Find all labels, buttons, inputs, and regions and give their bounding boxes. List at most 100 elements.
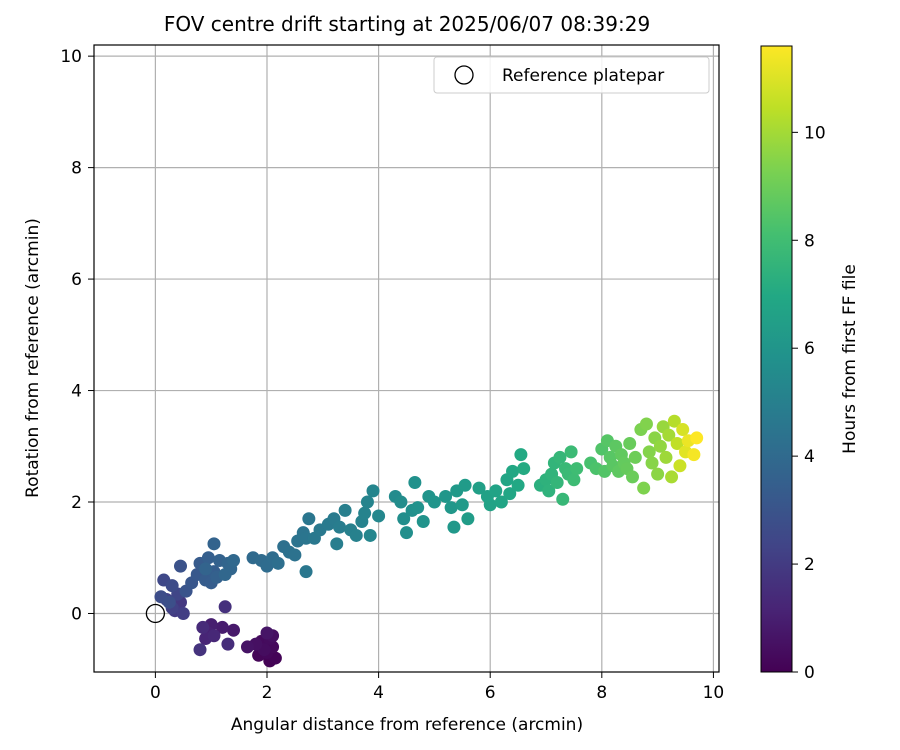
- scatter-point: [207, 537, 221, 551]
- legend-entry-reference: Reference platepar: [502, 66, 664, 86]
- scatter-point: [363, 528, 377, 542]
- scatter-point: [662, 428, 676, 442]
- grid-lines: [94, 45, 719, 672]
- x-tick-label: 0: [150, 683, 161, 703]
- x-axis-ticks: 0 2 4 6 8 10: [150, 672, 724, 703]
- scatter-point: [676, 423, 690, 437]
- scatter-point: [260, 626, 274, 640]
- scatter-point: [623, 436, 637, 450]
- scatter-point: [227, 554, 241, 568]
- scatter-point: [240, 640, 254, 654]
- x-tick-label: 8: [596, 683, 607, 703]
- scatter-point: [162, 595, 176, 609]
- reference-marker: [145, 603, 166, 624]
- scatter-point: [207, 629, 221, 643]
- scatter-point: [288, 548, 302, 562]
- scatter-point: [503, 487, 517, 501]
- scatter-point: [299, 565, 313, 579]
- scatter-point: [626, 470, 640, 484]
- scatter-point: [690, 431, 704, 445]
- colorbar-tick-label: 10: [804, 123, 826, 143]
- scatter-point: [330, 537, 344, 551]
- scatter-point: [542, 484, 556, 498]
- legend-box: [433, 56, 710, 94]
- scatter-point: [447, 520, 461, 534]
- scatter-point: [642, 445, 656, 459]
- x-tick-label: 2: [262, 683, 273, 703]
- scatter-point: [651, 467, 665, 481]
- scatter-point: [458, 478, 472, 492]
- plot-frame: [93, 44, 720, 673]
- scatter-point: [176, 606, 190, 620]
- scatter-point: [199, 562, 213, 576]
- y-tick-label: 4: [71, 382, 82, 402]
- scatter-point: [372, 509, 386, 523]
- scatter-point: [193, 643, 207, 657]
- x-tick-label: 4: [373, 683, 384, 703]
- scatter-point: [653, 439, 667, 453]
- x-axis-label: Angular distance from reference (arcmin): [231, 715, 583, 735]
- reference-platepar-marker: [145, 603, 166, 624]
- colorbar-ticks: 0 2 4 6 8 10: [792, 123, 826, 683]
- scatter-point: [196, 620, 210, 634]
- scatter-point: [567, 473, 581, 487]
- scatter-point: [506, 464, 520, 478]
- colorbar-tick-label: 6: [804, 339, 815, 359]
- scatter-point: [338, 503, 352, 517]
- legend: Reference platepar: [433, 56, 710, 94]
- chart-title: FOV centre drift starting at 2025/06/07 …: [164, 12, 650, 36]
- scatter-point: [416, 515, 430, 529]
- scatter-point: [637, 481, 651, 495]
- x-tick-label: 10: [703, 683, 725, 703]
- colorbar-tick-label: 4: [804, 447, 815, 467]
- scatter-point: [483, 498, 497, 512]
- scatter-point: [227, 623, 241, 637]
- scatter-point: [215, 620, 229, 634]
- scatter-point: [494, 495, 508, 509]
- scatter-point: [411, 501, 425, 515]
- scatter-point: [570, 462, 584, 476]
- y-tick-label: 0: [71, 604, 82, 624]
- scatter-point: [455, 498, 469, 512]
- scatter-point: [302, 512, 316, 526]
- scatter-point: [659, 450, 673, 464]
- scatter-point: [165, 579, 179, 593]
- scatter-point: [687, 448, 701, 462]
- scatter-point: [461, 512, 475, 526]
- scatter-point: [489, 484, 503, 498]
- scatter-point: [645, 456, 659, 470]
- scatter-point: [408, 476, 422, 490]
- scatter-point: [427, 495, 441, 509]
- colorbar-label: Hours from first FF file: [840, 264, 860, 454]
- y-tick-label: 8: [71, 159, 82, 179]
- scatter-point: [173, 559, 187, 573]
- y-tick-label: 2: [71, 493, 82, 513]
- y-tick-label: 10: [60, 47, 82, 67]
- scatter-point: [218, 567, 232, 581]
- colorbar-gradient: [760, 45, 793, 673]
- colorbar-tick-label: 8: [804, 231, 815, 251]
- scatter-point: [472, 481, 486, 495]
- scatter-point: [444, 501, 458, 515]
- scatter-point: [564, 445, 578, 459]
- scatter-point: [673, 459, 687, 473]
- scatter-point: [628, 450, 642, 464]
- scatter-point: [639, 417, 653, 431]
- scatter-point: [556, 492, 570, 506]
- y-tick-label: 6: [71, 270, 82, 290]
- scatter-point: [550, 476, 564, 490]
- scatter-point: [221, 637, 235, 651]
- x-tick-label: 6: [485, 683, 496, 703]
- scatter-point: [201, 551, 215, 565]
- scatter-point: [271, 556, 285, 570]
- scatter-point: [366, 484, 380, 498]
- scatter-point: [517, 462, 531, 476]
- scatter-point: [397, 512, 411, 526]
- y-axis-ticks: 0 2 4 6 8 10: [60, 47, 94, 624]
- scatter-points: [154, 414, 704, 668]
- scatter-point: [394, 495, 408, 509]
- scatter-point: [514, 448, 528, 462]
- scatter-point: [553, 450, 567, 464]
- scatter-point: [511, 478, 525, 492]
